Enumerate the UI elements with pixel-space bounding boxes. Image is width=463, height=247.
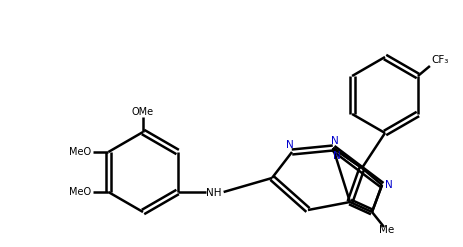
Text: Me: Me	[379, 225, 394, 235]
Text: NH: NH	[206, 188, 221, 198]
Text: MeO: MeO	[69, 147, 91, 157]
Text: OMe: OMe	[132, 107, 154, 117]
Text: N: N	[385, 180, 393, 190]
Text: N: N	[286, 140, 294, 150]
Text: N: N	[331, 136, 339, 146]
Text: N: N	[333, 151, 341, 161]
Text: CF₃: CF₃	[431, 55, 449, 65]
Text: MeO: MeO	[69, 187, 91, 197]
